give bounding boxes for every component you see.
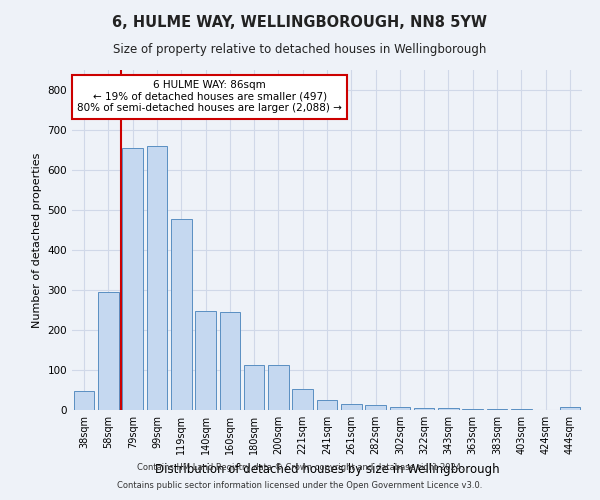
- Text: Contains HM Land Registry data © Crown copyright and database right 2024.: Contains HM Land Registry data © Crown c…: [137, 464, 463, 472]
- Bar: [268, 365, 289, 410]
- Bar: [438, 408, 459, 410]
- Bar: [220, 312, 240, 410]
- Bar: [292, 389, 313, 410]
- Bar: [195, 311, 216, 410]
- Bar: [74, 391, 94, 410]
- Bar: [98, 292, 119, 410]
- Bar: [511, 409, 532, 410]
- Bar: [244, 365, 265, 410]
- Bar: [414, 408, 434, 410]
- X-axis label: Distribution of detached houses by size in Wellingborough: Distribution of detached houses by size …: [155, 462, 499, 475]
- Text: Size of property relative to detached houses in Wellingborough: Size of property relative to detached ho…: [113, 42, 487, 56]
- Bar: [365, 405, 386, 410]
- Text: 6, HULME WAY, WELLINGBOROUGH, NN8 5YW: 6, HULME WAY, WELLINGBOROUGH, NN8 5YW: [113, 15, 487, 30]
- Bar: [560, 407, 580, 410]
- Bar: [146, 146, 167, 410]
- Bar: [171, 219, 191, 410]
- Bar: [341, 404, 362, 410]
- Y-axis label: Number of detached properties: Number of detached properties: [32, 152, 42, 328]
- Bar: [389, 407, 410, 410]
- Text: 6 HULME WAY: 86sqm
← 19% of detached houses are smaller (497)
80% of semi-detach: 6 HULME WAY: 86sqm ← 19% of detached hou…: [77, 80, 342, 114]
- Bar: [317, 400, 337, 410]
- Bar: [463, 409, 483, 410]
- Bar: [487, 409, 508, 410]
- Bar: [122, 148, 143, 410]
- Text: Contains public sector information licensed under the Open Government Licence v3: Contains public sector information licen…: [118, 481, 482, 490]
